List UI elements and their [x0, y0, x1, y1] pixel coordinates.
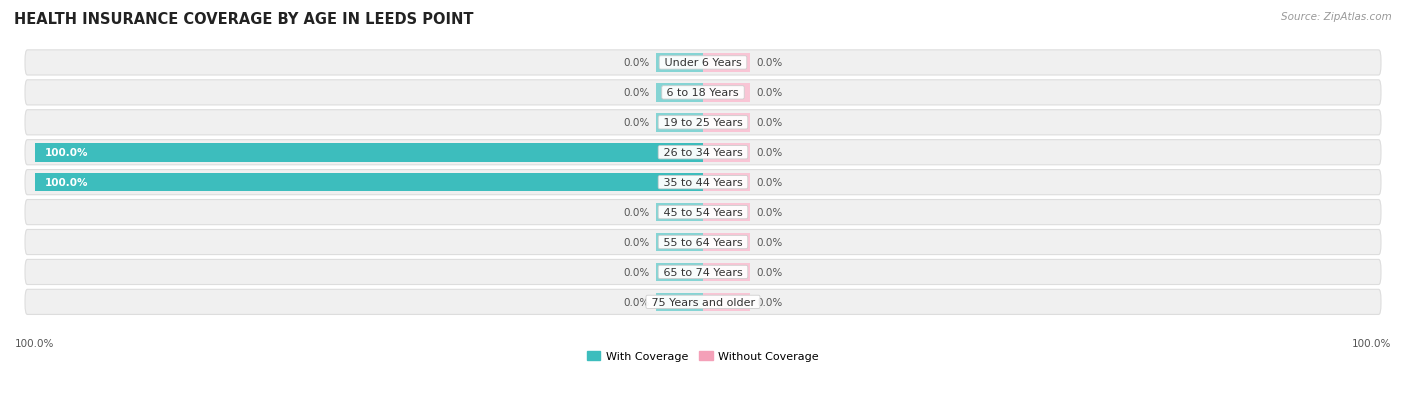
FancyBboxPatch shape — [25, 170, 1381, 195]
FancyBboxPatch shape — [25, 140, 1381, 165]
FancyBboxPatch shape — [25, 51, 1381, 76]
Bar — [657, 114, 703, 132]
Text: 75 Years and older: 75 Years and older — [648, 297, 758, 307]
Bar — [703, 84, 749, 102]
Bar — [657, 54, 703, 73]
Bar — [703, 54, 749, 73]
Text: 0.0%: 0.0% — [623, 267, 650, 277]
Bar — [703, 173, 749, 192]
Text: 100.0%: 100.0% — [1351, 338, 1391, 348]
Bar — [657, 203, 703, 222]
Text: 0.0%: 0.0% — [623, 237, 650, 247]
Legend: With Coverage, Without Coverage: With Coverage, Without Coverage — [582, 347, 824, 366]
FancyBboxPatch shape — [25, 230, 1381, 255]
Text: 19 to 25 Years: 19 to 25 Years — [659, 118, 747, 128]
Text: 0.0%: 0.0% — [756, 148, 783, 158]
Text: 35 to 44 Years: 35 to 44 Years — [659, 178, 747, 188]
Bar — [703, 233, 749, 252]
Bar — [35, 173, 703, 192]
Text: 6 to 18 Years: 6 to 18 Years — [664, 88, 742, 98]
Text: 100.0%: 100.0% — [15, 338, 55, 348]
Text: 0.0%: 0.0% — [623, 118, 650, 128]
Bar — [657, 263, 703, 282]
Text: 0.0%: 0.0% — [623, 58, 650, 68]
Text: Under 6 Years: Under 6 Years — [661, 58, 745, 68]
Text: 55 to 64 Years: 55 to 64 Years — [659, 237, 747, 247]
Text: 0.0%: 0.0% — [623, 88, 650, 98]
Text: 0.0%: 0.0% — [756, 178, 783, 188]
FancyBboxPatch shape — [25, 81, 1381, 106]
Text: 45 to 54 Years: 45 to 54 Years — [659, 208, 747, 218]
FancyBboxPatch shape — [25, 110, 1381, 135]
Text: 0.0%: 0.0% — [756, 58, 783, 68]
Bar — [657, 233, 703, 252]
Text: 0.0%: 0.0% — [756, 208, 783, 218]
Text: 26 to 34 Years: 26 to 34 Years — [659, 148, 747, 158]
Text: 100.0%: 100.0% — [45, 178, 89, 188]
Bar — [703, 144, 749, 162]
Bar — [703, 114, 749, 132]
Bar — [703, 203, 749, 222]
Text: Source: ZipAtlas.com: Source: ZipAtlas.com — [1281, 12, 1392, 22]
Text: 0.0%: 0.0% — [756, 297, 783, 307]
Text: 65 to 74 Years: 65 to 74 Years — [659, 267, 747, 277]
FancyBboxPatch shape — [25, 290, 1381, 315]
Text: HEALTH INSURANCE COVERAGE BY AGE IN LEEDS POINT: HEALTH INSURANCE COVERAGE BY AGE IN LEED… — [14, 12, 474, 27]
Text: 0.0%: 0.0% — [756, 237, 783, 247]
Text: 0.0%: 0.0% — [623, 208, 650, 218]
Text: 0.0%: 0.0% — [756, 118, 783, 128]
Bar — [657, 84, 703, 102]
Bar — [703, 293, 749, 311]
Bar — [703, 263, 749, 282]
Text: 100.0%: 100.0% — [45, 148, 89, 158]
Text: 0.0%: 0.0% — [756, 267, 783, 277]
FancyBboxPatch shape — [25, 260, 1381, 285]
Bar — [35, 144, 703, 162]
Text: 0.0%: 0.0% — [623, 297, 650, 307]
Bar — [657, 293, 703, 311]
Text: 0.0%: 0.0% — [756, 88, 783, 98]
FancyBboxPatch shape — [25, 200, 1381, 225]
